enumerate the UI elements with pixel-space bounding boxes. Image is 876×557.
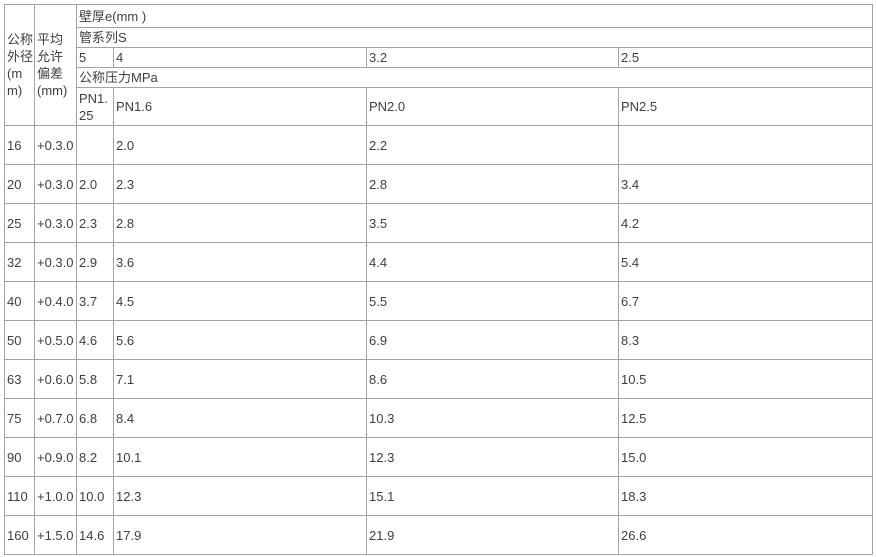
- series-value: 2.5: [617, 47, 874, 68]
- cell-value: 4.6: [76, 320, 114, 360]
- pressure-value: PN2.0: [366, 87, 619, 126]
- cell-value: 2.3: [76, 203, 114, 243]
- cell-value: 2.0: [113, 125, 367, 165]
- cell-value: 5.4: [617, 242, 874, 282]
- cell-dn: 160: [4, 515, 35, 555]
- cell-value: 2.8: [113, 203, 367, 243]
- table-header: 公称外径(mm) 平均允许偏差(mm) 壁厚e(mm ) 管系列S 5 4 3.…: [4, 4, 874, 126]
- table-row: 90 +0.9.0 8.2 10.1 12.3 15.0: [4, 437, 874, 477]
- cell-deviation: +0.3.0: [34, 203, 77, 243]
- cell-value: 7.1: [113, 359, 367, 399]
- cell-deviation: +1.0.0: [34, 476, 77, 516]
- pressure-value: PN1.25: [76, 87, 114, 126]
- cell-value: 2.8: [366, 164, 619, 204]
- table-row: 50 +0.5.0 4.6 5.6 6.9 8.3: [4, 320, 874, 360]
- series-value: 4: [113, 47, 367, 68]
- header-pipe-series: 管系列S: [75, 27, 874, 48]
- cell-dn: 50: [4, 320, 35, 360]
- table-row: 25 +0.3.0 2.3 2.8 3.5 4.2: [4, 203, 874, 243]
- cell-value: 12.3: [113, 476, 367, 516]
- cell-value: 4.2: [617, 203, 874, 243]
- table-body: 16 +0.3.0 2.0 2.2 20 +0.3.0 2.0 2.3 2.8 …: [4, 125, 874, 555]
- header-deviation: 平均允许偏差(mm): [34, 4, 77, 126]
- table-row: 110 +1.0.0 10.0 12.3 15.1 18.3: [4, 476, 874, 516]
- cell-value: 10.3: [366, 398, 619, 438]
- cell-value: 8.6: [366, 359, 619, 399]
- cell-deviation: +0.9.0: [34, 437, 77, 477]
- table-row: 63 +0.6.0 5.8 7.1 8.6 10.5: [4, 359, 874, 399]
- cell-deviation: +0.4.0: [34, 281, 77, 321]
- cell-dn: 75: [4, 398, 35, 438]
- cell-dn: 110: [4, 476, 35, 516]
- pipe-spec-table: 公称外径(mm) 平均允许偏差(mm) 壁厚e(mm ) 管系列S 5 4 3.…: [4, 4, 874, 555]
- cell-value: 3.4: [617, 164, 874, 204]
- header-nominal-pressure: 公称压力MPa: [75, 67, 874, 88]
- cell-value: 8.2: [76, 437, 114, 477]
- cell-value: 21.9: [366, 515, 619, 555]
- cell-dn: 25: [4, 203, 35, 243]
- cell-value: 2.3: [113, 164, 367, 204]
- cell-dn: 90: [4, 437, 35, 477]
- cell-value: 3.6: [113, 242, 367, 282]
- cell-value: 14.6: [76, 515, 114, 555]
- cell-deviation: +1.5.0: [34, 515, 77, 555]
- table-row: 75 +0.7.0 6.8 8.4 10.3 12.5: [4, 398, 874, 438]
- cell-value: 4.4: [366, 242, 619, 282]
- cell-value: 6.8: [76, 398, 114, 438]
- cell-value: 3.5: [366, 203, 619, 243]
- cell-value: 2.9: [76, 242, 114, 282]
- header-wall-thickness: 壁厚e(mm ): [75, 4, 874, 28]
- cell-deviation: +0.3.0: [34, 242, 77, 282]
- cell-value: 10.0: [76, 476, 114, 516]
- pressure-value: PN1.6: [113, 87, 367, 126]
- cell-value: 15.0: [617, 437, 874, 477]
- cell-value: 17.9: [113, 515, 367, 555]
- series-value: 3.2: [366, 47, 619, 68]
- cell-value: 5.5: [366, 281, 619, 321]
- cell-deviation: +0.5.0: [34, 320, 77, 360]
- cell-value: 10.1: [113, 437, 367, 477]
- cell-value: 6.7: [617, 281, 874, 321]
- cell-value: 26.6: [617, 515, 874, 555]
- table-row: 32 +0.3.0 2.9 3.6 4.4 5.4: [4, 242, 874, 282]
- cell-deviation: +0.3.0: [34, 164, 77, 204]
- table-row: 16 +0.3.0 2.0 2.2: [4, 125, 874, 165]
- series-value: 5: [76, 47, 114, 68]
- cell-dn: 32: [4, 242, 35, 282]
- table-row: 20 +0.3.0 2.0 2.3 2.8 3.4: [4, 164, 874, 204]
- table-row: 160 +1.5.0 14.6 17.9 21.9 26.6: [4, 515, 874, 555]
- cell-value: 3.7: [76, 281, 114, 321]
- cell-deviation: +0.6.0: [34, 359, 77, 399]
- cell-value: 4.5: [113, 281, 367, 321]
- cell-value: 12.5: [617, 398, 874, 438]
- cell-value: 15.1: [366, 476, 619, 516]
- cell-value: 18.3: [617, 476, 874, 516]
- cell-value: 2.2: [366, 125, 619, 165]
- cell-deviation: +0.3.0: [34, 125, 77, 165]
- cell-dn: 20: [4, 164, 35, 204]
- cell-value: [76, 125, 114, 165]
- cell-value: 8.3: [617, 320, 874, 360]
- cell-dn: 40: [4, 281, 35, 321]
- cell-value: 5.6: [113, 320, 367, 360]
- table-row: 40 +0.4.0 3.7 4.5 5.5 6.7: [4, 281, 874, 321]
- cell-value: 2.0: [76, 164, 114, 204]
- cell-value: [617, 125, 874, 165]
- cell-dn: 16: [4, 125, 35, 165]
- cell-value: 10.5: [617, 359, 874, 399]
- header-outer-diameter: 公称外径(mm): [4, 4, 35, 126]
- cell-value: 12.3: [366, 437, 619, 477]
- cell-value: 6.9: [366, 320, 619, 360]
- cell-value: 5.8: [76, 359, 114, 399]
- pressure-value: PN2.5: [617, 87, 874, 126]
- cell-dn: 63: [4, 359, 35, 399]
- cell-deviation: +0.7.0: [34, 398, 77, 438]
- cell-value: 8.4: [113, 398, 367, 438]
